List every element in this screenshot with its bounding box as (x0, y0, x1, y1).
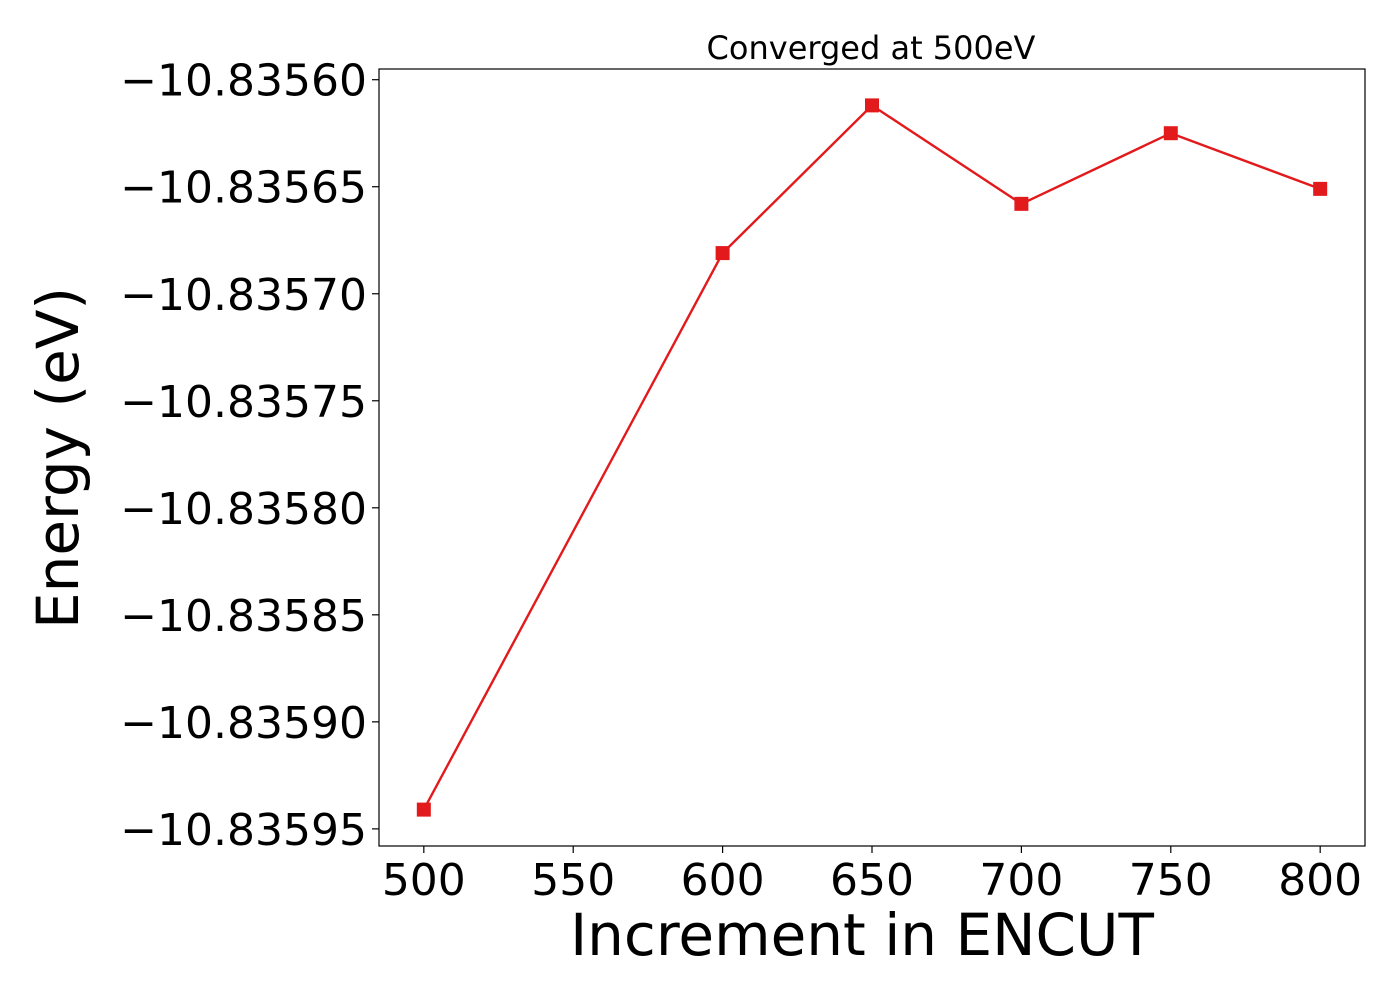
series-line (422, 104, 1321, 811)
data-point-marker (715, 246, 730, 261)
y-tick-label: −10.83575 (120, 377, 367, 428)
y-tick-label: −10.83595 (120, 805, 367, 856)
x-tick-label: 500 (382, 855, 466, 906)
data-point-marker (1014, 196, 1029, 211)
data-point-marker (416, 802, 431, 817)
x-tick-label: 600 (681, 855, 765, 906)
x-tick-label: 550 (531, 855, 615, 906)
plot-layer (416, 98, 1328, 817)
x-axis-label: Increment in ENCUT (570, 901, 1154, 969)
x-tick-label: 700 (979, 855, 1063, 906)
y-tick-label: −10.83590 (120, 698, 367, 749)
y-tick-label: −10.83570 (120, 270, 367, 321)
y-tick-label: −10.83560 (120, 56, 367, 107)
x-tick-label: 800 (1278, 855, 1362, 906)
y-axis-label: Energy (eV) (24, 287, 92, 629)
data-point-marker (1163, 126, 1178, 141)
data-point-marker (1313, 181, 1328, 196)
chart-title: Converged at 500eV (707, 29, 1036, 67)
x-tick-label: 650 (830, 855, 914, 906)
y-axis: −10.83560 −10.83565 −10.83570 −10.83575 −10.… (120, 56, 379, 856)
y-tick-label: −10.83580 (120, 484, 367, 535)
y-tick-label: −10.83565 (120, 163, 367, 214)
x-tick-label: 750 (1129, 855, 1213, 906)
x-axis: 500 550 600 650 700 750 800 (382, 846, 1362, 906)
plot-frame (378, 68, 1366, 847)
data-point-marker (865, 98, 879, 113)
y-tick-label: −10.83585 (120, 591, 367, 642)
